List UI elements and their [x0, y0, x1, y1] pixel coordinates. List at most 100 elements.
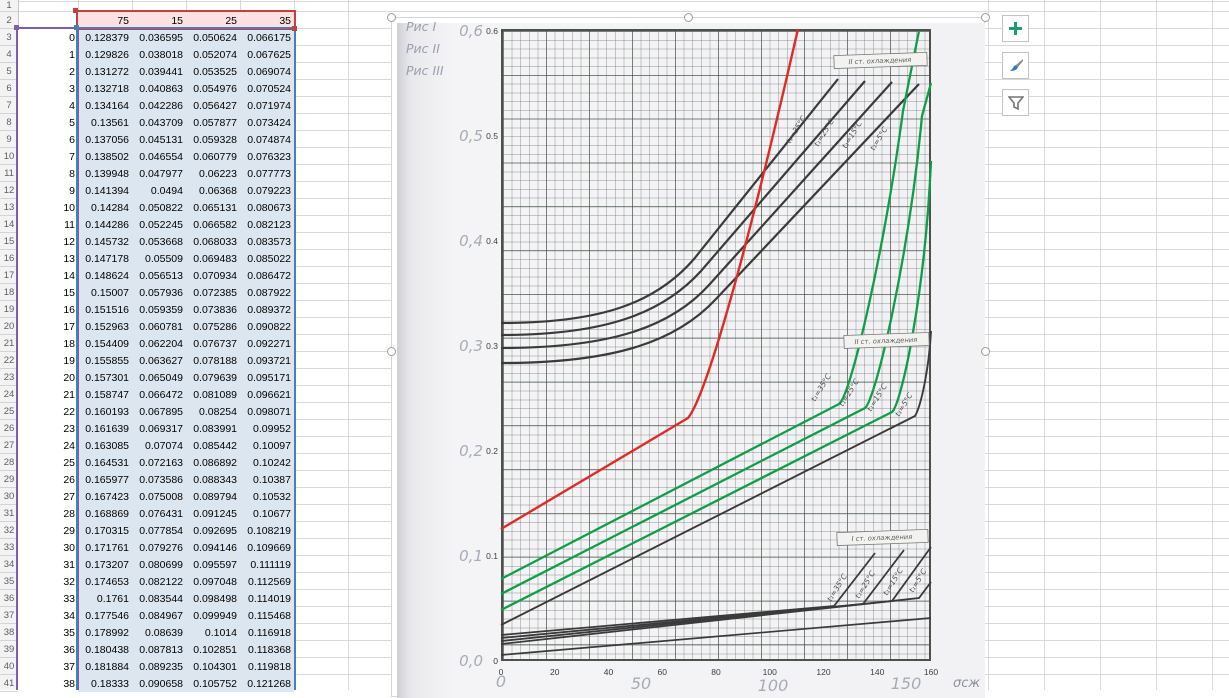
cell[interactable]: 0.06368: [186, 182, 240, 199]
row-number[interactable]: 19: [0, 301, 18, 318]
row-number[interactable]: 17: [0, 267, 18, 284]
row-number[interactable]: 29: [0, 471, 18, 488]
cell[interactable]: 0.181884: [78, 658, 132, 675]
cell[interactable]: 0.141394: [78, 182, 132, 199]
cell[interactable]: 0.075286: [186, 318, 240, 335]
cell[interactable]: 0.072385: [186, 284, 240, 301]
row-number[interactable]: 31: [0, 505, 18, 522]
cell[interactable]: 0.14284: [78, 199, 132, 216]
row-number[interactable]: 40: [0, 658, 18, 675]
cell[interactable]: 2: [18, 63, 78, 80]
cell[interactable]: 0.067895: [132, 403, 186, 420]
cell[interactable]: 0.089794: [186, 488, 240, 505]
cell[interactable]: 0.112569: [240, 573, 294, 590]
cell[interactable]: 0.078188: [186, 352, 240, 369]
cell[interactable]: 24: [18, 437, 78, 454]
cell[interactable]: 0.170315: [78, 522, 132, 539]
cell[interactable]: 14: [18, 267, 78, 284]
cell[interactable]: 0.119818: [240, 658, 294, 675]
cell[interactable]: 0.079223: [240, 182, 294, 199]
cell[interactable]: 0.073424: [240, 114, 294, 131]
cell[interactable]: 0.086472: [240, 267, 294, 284]
cell[interactable]: 0.089235: [132, 658, 186, 675]
cell[interactable]: 0.131272: [78, 63, 132, 80]
cell[interactable]: 75: [78, 12, 132, 29]
cell[interactable]: 0.129826: [78, 46, 132, 63]
cell[interactable]: 0.147178: [78, 250, 132, 267]
cell[interactable]: 0.088343: [186, 471, 240, 488]
row-number[interactable]: 6: [0, 80, 18, 97]
cell[interactable]: 15: [132, 12, 186, 29]
cell[interactable]: 0.063627: [132, 352, 186, 369]
range-handle[interactable]: [74, 25, 79, 30]
row-number[interactable]: 39: [0, 641, 18, 658]
cell[interactable]: 0.036595: [132, 29, 186, 46]
range-handle[interactable]: [14, 25, 19, 30]
cell[interactable]: 0.099949: [186, 607, 240, 624]
cell[interactable]: 0.121268: [240, 675, 294, 692]
cell[interactable]: 0.163085: [78, 437, 132, 454]
cell[interactable]: 0.171761: [78, 539, 132, 556]
cell[interactable]: 0.056427: [186, 97, 240, 114]
cell[interactable]: 0.102851: [186, 641, 240, 658]
cell[interactable]: 28: [18, 505, 78, 522]
cell[interactable]: 0.10387: [240, 471, 294, 488]
cell[interactable]: 0.040863: [132, 80, 186, 97]
cell[interactable]: 0.151516: [78, 301, 132, 318]
cell[interactable]: 0.077773: [240, 165, 294, 182]
row-number[interactable]: 10: [0, 148, 18, 165]
cell[interactable]: 0.082122: [132, 573, 186, 590]
cell[interactable]: 0.074874: [240, 131, 294, 148]
cell[interactable]: 22: [18, 403, 78, 420]
cell[interactable]: 0.066175: [240, 29, 294, 46]
row-number[interactable]: 20: [0, 318, 18, 335]
cell[interactable]: 23: [18, 420, 78, 437]
cell[interactable]: 32: [18, 573, 78, 590]
cell[interactable]: 0.08254: [186, 403, 240, 420]
row-number[interactable]: 14: [0, 216, 18, 233]
cell[interactable]: 0.160193: [78, 403, 132, 420]
cell[interactable]: 0.065049: [132, 369, 186, 386]
cell[interactable]: 0.057877: [186, 114, 240, 131]
cell[interactable]: 0.059328: [186, 131, 240, 148]
cell[interactable]: 0.043709: [132, 114, 186, 131]
cell[interactable]: 0.053668: [132, 233, 186, 250]
cell[interactable]: 0.079276: [132, 539, 186, 556]
row-number[interactable]: 7: [0, 97, 18, 114]
cell[interactable]: 0.076323: [240, 148, 294, 165]
cell[interactable]: 0.082123: [240, 216, 294, 233]
chart-selection-handle[interactable]: [981, 347, 990, 356]
cell[interactable]: 0.076737: [186, 335, 240, 352]
cell[interactable]: 0.0494: [132, 182, 186, 199]
cell[interactable]: 0.066472: [132, 386, 186, 403]
cell[interactable]: 0.054976: [186, 80, 240, 97]
cell[interactable]: 0.08639: [132, 624, 186, 641]
cell[interactable]: 4: [18, 97, 78, 114]
cell[interactable]: 3: [18, 80, 78, 97]
cell[interactable]: 19: [18, 352, 78, 369]
row-number[interactable]: 5: [0, 63, 18, 80]
cell[interactable]: 0.095597: [186, 556, 240, 573]
cell[interactable]: 16: [18, 301, 78, 318]
cell[interactable]: 0.093721: [240, 352, 294, 369]
row-number[interactable]: 2: [0, 12, 18, 29]
cell[interactable]: 0.180438: [78, 641, 132, 658]
cell[interactable]: 0.118368: [240, 641, 294, 658]
cell[interactable]: 0.071974: [240, 97, 294, 114]
cell[interactable]: 0.042286: [132, 97, 186, 114]
cell[interactable]: 0.085022: [240, 250, 294, 267]
cell[interactable]: 27: [18, 488, 78, 505]
cell[interactable]: 0.081089: [186, 386, 240, 403]
cell[interactable]: 1: [18, 46, 78, 63]
cell[interactable]: 0.105752: [186, 675, 240, 692]
cell[interactable]: 0.085442: [186, 437, 240, 454]
cell[interactable]: 0.111119: [240, 556, 294, 573]
cell[interactable]: 0.10532: [240, 488, 294, 505]
cell[interactable]: 0.134164: [78, 97, 132, 114]
cell[interactable]: 0.046554: [132, 148, 186, 165]
cell[interactable]: 0.10677: [240, 505, 294, 522]
cell[interactable]: 0.174653: [78, 573, 132, 590]
cell[interactable]: 0.104301: [186, 658, 240, 675]
cell[interactable]: 0: [18, 29, 78, 46]
cell[interactable]: 0.1014: [186, 624, 240, 641]
